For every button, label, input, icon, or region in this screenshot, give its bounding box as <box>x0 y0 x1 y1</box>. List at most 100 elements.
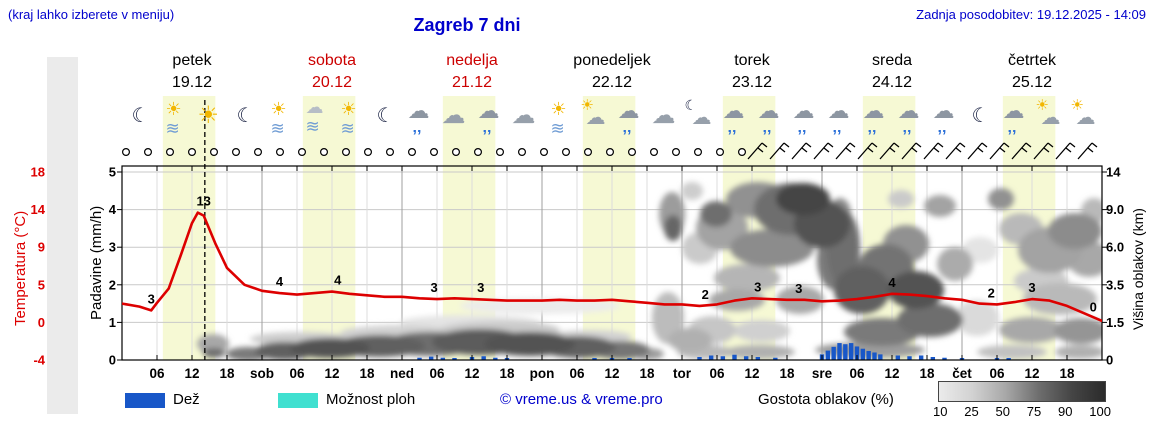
cloud-icon: ☁ <box>1075 107 1096 129</box>
fog-icon: ≋ <box>305 117 320 136</box>
svg-text:1: 1 <box>109 315 116 330</box>
day-name-nedelja: nedelja <box>446 52 498 69</box>
density-tick-labels: 10 25 50 75 90 100 <box>933 404 1111 419</box>
weather-icon-moon: ☾ <box>368 96 402 142</box>
svg-text:3: 3 <box>795 281 802 296</box>
weather-icon-fog: ☁ ≋ <box>298 96 332 142</box>
rain-cloud-icon: ☁ <box>757 98 780 123</box>
svg-text:4: 4 <box>334 273 342 288</box>
last-updated: Zadnja posodobitev: 19.12.2025 - 14:09 <box>916 7 1146 22</box>
weather-icon-rain: ☁ ‚‚ <box>893 96 927 142</box>
weather-icon-cloud: ☁ <box>508 96 542 142</box>
density-tick: 90 <box>1058 404 1073 419</box>
svg-text:2: 2 <box>702 287 709 302</box>
rain-cloud-icon: ☁ <box>407 98 430 123</box>
svg-text:tor: tor <box>673 366 692 381</box>
sun-icon: ☀ <box>580 97 594 114</box>
raindrops-icon: ‚‚ <box>412 119 422 136</box>
rain-cloud-icon: ☁ <box>792 98 815 123</box>
x-axis-labels: 06 12 18 sob 06 12 18 ned 06 12 18 pon 06 12 18 tor 06 12… <box>149 366 1075 381</box>
rain-cloud-icon: ☁ <box>617 98 640 123</box>
density-tick: 100 <box>1089 404 1111 419</box>
svg-text:14: 14 <box>31 202 46 217</box>
svg-text:5: 5 <box>109 165 116 180</box>
svg-text:18: 18 <box>919 366 935 381</box>
weather-icon-fog-sun: ☀ ≋ <box>543 96 577 142</box>
moon-icon: ☾ <box>376 105 395 127</box>
svg-text:18: 18 <box>1059 366 1075 381</box>
weather-icon-rain: ☁ ‚‚ <box>613 96 647 142</box>
svg-text:18: 18 <box>779 366 795 381</box>
svg-text:12: 12 <box>744 366 759 381</box>
raindrops-icon: ‚‚ <box>902 119 912 136</box>
svg-text:06: 06 <box>569 366 585 381</box>
svg-text:06: 06 <box>709 366 725 381</box>
weather-icon-rain: ☁ ‚‚ <box>718 96 752 142</box>
svg-text:5: 5 <box>38 277 45 292</box>
svg-text:3: 3 <box>109 240 116 255</box>
cloud-icon: ☁ <box>441 102 466 129</box>
wind-barbs <box>747 142 1098 160</box>
moon-icon: ☾ <box>131 105 150 127</box>
weather-icon-moon-cloud: ☾ ☁ <box>683 96 717 142</box>
fog-icon: ≋ <box>550 119 565 138</box>
fog-icon: ≋ <box>340 119 355 138</box>
svg-text:4: 4 <box>109 202 117 217</box>
rain-cloud-icon: ☁ <box>477 98 500 123</box>
svg-text:3: 3 <box>754 279 761 294</box>
svg-text:18: 18 <box>359 366 375 381</box>
density-tick: 25 <box>964 404 979 419</box>
raindrops-icon: ‚‚ <box>762 119 772 136</box>
temperature-line <box>122 211 1102 323</box>
svg-text:06: 06 <box>289 366 305 381</box>
sun-icon: ☀ <box>165 99 182 119</box>
weather-icon-partly: ☀ ☁ <box>1068 96 1102 142</box>
day-name-ponedeljek: ponedeljek <box>573 52 651 69</box>
copyright-link[interactable]: © vreme.us & vreme.pro <box>500 391 663 408</box>
rain-cloud-icon: ☁ <box>1002 98 1025 123</box>
cloud-icon: ☁ <box>691 107 712 129</box>
rain-legend-swatch <box>125 393 165 408</box>
weather-icon-sun-cloud: ☀ ☁ <box>1033 96 1067 142</box>
day-name-četrtek: četrtek <box>1007 52 1056 69</box>
weather-icon-rain: ☁ ‚‚ <box>753 96 787 142</box>
weather-icon-moon: ☾ <box>963 96 997 142</box>
svg-text:14: 14 <box>1106 165 1121 180</box>
moon-icon: ☾ <box>684 97 698 113</box>
raindrops-icon: ‚‚ <box>832 119 842 136</box>
rain-cloud-icon: ☁ <box>827 98 850 123</box>
day-name-sobota: sobota <box>307 52 357 69</box>
cloud-density-label: Gostota oblakov (%) <box>758 391 894 408</box>
svg-text:3: 3 <box>430 280 437 295</box>
svg-text:3: 3 <box>477 280 484 295</box>
day-date: 19.12 <box>171 74 213 91</box>
svg-text:4: 4 <box>276 274 284 289</box>
weather-icon-cloud: ☁ <box>648 96 682 142</box>
showers-legend-swatch <box>278 393 318 408</box>
sun-icon: ☀ <box>550 99 567 119</box>
svg-text:3: 3 <box>1028 280 1035 295</box>
fog-icon: ≋ <box>165 119 180 138</box>
svg-text:1.5: 1.5 <box>1106 315 1124 330</box>
svg-text:9.0: 9.0 <box>1106 202 1124 217</box>
rain-cloud-icon: ☁ <box>862 98 885 123</box>
rain-cloud-icon: ☁ <box>897 98 920 123</box>
day-name-petek: petek <box>172 52 212 69</box>
location-hint: (kraj lahko izberete v meniju) <box>8 7 175 22</box>
raindrops-icon: ‚‚ <box>622 119 632 136</box>
weather-icon-rain: ☁ ‚‚ <box>928 96 962 142</box>
svg-text:0: 0 <box>38 315 45 330</box>
weather-icon-rain: ☁ ‚‚ <box>998 96 1032 142</box>
svg-text:čet: čet <box>952 366 972 381</box>
svg-text:0: 0 <box>1090 300 1097 315</box>
day-name-torek: torek <box>734 52 770 69</box>
moon-icon: ☾ <box>236 105 255 127</box>
weather-icon-fog-sun: ☀ ≋ <box>263 96 297 142</box>
fog-icon: ≋ <box>270 119 285 138</box>
svg-text:9: 9 <box>38 240 45 255</box>
svg-text:sre: sre <box>812 366 833 381</box>
raindrops-icon: ‚‚ <box>727 119 737 136</box>
axis-ticks <box>117 166 1107 361</box>
